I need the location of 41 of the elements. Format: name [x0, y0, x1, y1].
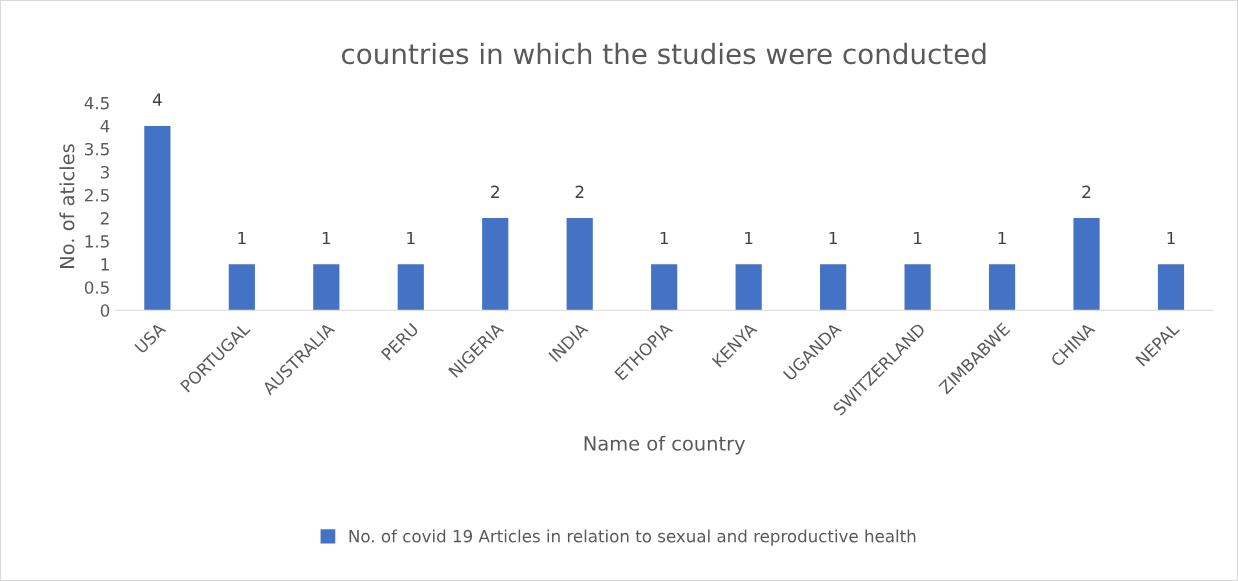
data-label: 4: [152, 93, 162, 106]
x-tick-label: USA: [134, 321, 167, 354]
data-label: 1: [660, 231, 668, 245]
y-tick-label: 3.5: [85, 142, 109, 156]
bar: [820, 264, 847, 311]
y-tick-label: 4.5: [84, 97, 109, 110]
data-label: 1: [407, 231, 415, 245]
bar: [1073, 218, 1100, 311]
data-label: 2: [1082, 185, 1091, 198]
bar: [735, 264, 762, 311]
bar: [228, 264, 255, 311]
y-tick-label: 4: [100, 120, 110, 133]
y-tick-label: 2.5: [84, 188, 109, 202]
bar: [313, 264, 340, 311]
y-tick-label: 1: [101, 258, 109, 271]
bar: [482, 218, 509, 311]
legend-label: No. of covid 19 Articles in relation to sexual and reproductive health: [349, 529, 916, 546]
y-tick-label: 2: [100, 212, 109, 225]
data-label: 1: [914, 231, 922, 245]
y-tick-label: 1.5: [85, 235, 109, 248]
bar: [144, 125, 171, 311]
data-label: 1: [998, 231, 1006, 245]
bar: [651, 264, 678, 311]
bar: [397, 264, 424, 311]
data-label: 1: [745, 231, 753, 245]
y-axis-title: No. of aticles: [59, 144, 75, 268]
y-tick-label: 0: [100, 304, 110, 317]
x-axis-title: Name of country: [584, 435, 746, 455]
data-label: 2: [575, 185, 584, 198]
y-tick-label: 3: [100, 165, 109, 179]
bar: [566, 218, 593, 311]
bar: [988, 264, 1016, 311]
bar: [1157, 264, 1185, 311]
data-label: 1: [322, 231, 331, 245]
data-label: 2: [491, 185, 499, 198]
data-label: 1: [1167, 231, 1175, 245]
data-label: 1: [829, 231, 837, 245]
data-label: 1: [238, 231, 246, 245]
bar: [904, 264, 931, 311]
y-tick-label: 0.5: [84, 281, 109, 294]
chart-title: countries in which the studies were conducted: [342, 42, 986, 65]
